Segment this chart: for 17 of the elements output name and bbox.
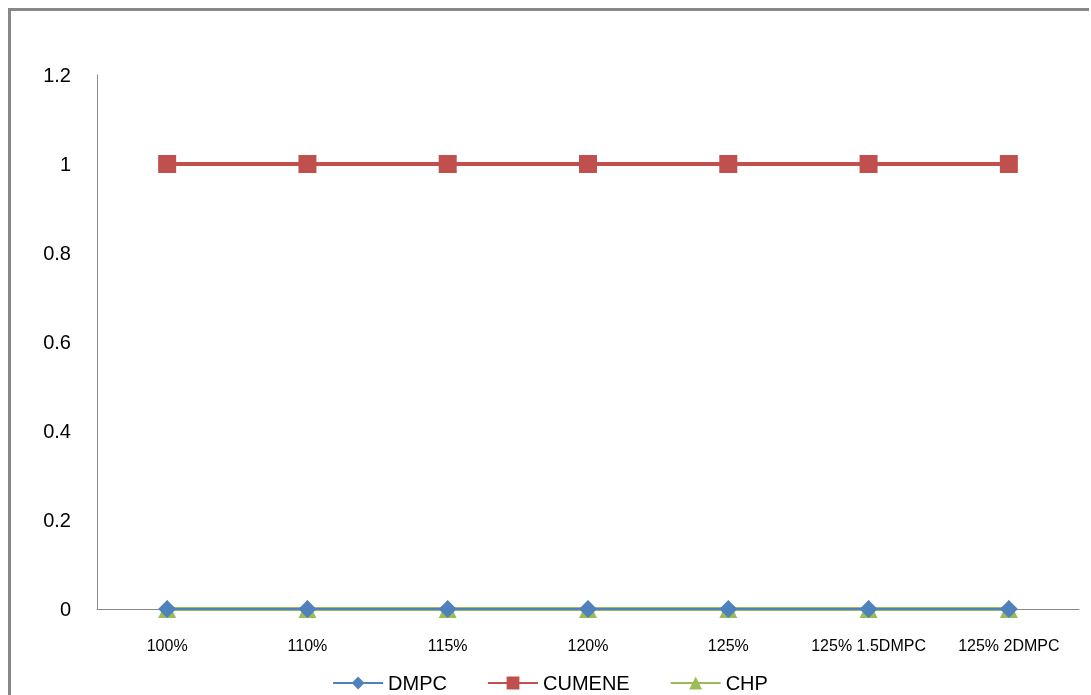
y-tick-label: 0.8 <box>43 242 71 264</box>
x-tick-label: 115% <box>427 636 468 654</box>
y-tick-label: 0 <box>59 598 71 620</box>
legend-label: DMPC <box>388 672 447 694</box>
y-tick-label: 1 <box>59 153 71 175</box>
legend-label: CHP <box>725 672 768 694</box>
y-tick-label: 0.2 <box>43 509 71 531</box>
y-tick-label: 0.4 <box>43 420 71 442</box>
y-tick-label: 1.2 <box>43 64 71 86</box>
x-tick-label: 110% <box>287 636 328 654</box>
x-tick-label: 125% 2DMPC <box>958 636 1060 654</box>
x-tick-label: 125% 1.5DMPC <box>811 636 926 654</box>
x-tick-label: 120% <box>567 636 609 654</box>
x-tick-label: 100% <box>146 636 188 654</box>
x-tick-label: 125% <box>707 636 749 654</box>
y-tick-label: 0.6 <box>43 331 71 353</box>
legend-label: CUMENE <box>543 672 630 694</box>
